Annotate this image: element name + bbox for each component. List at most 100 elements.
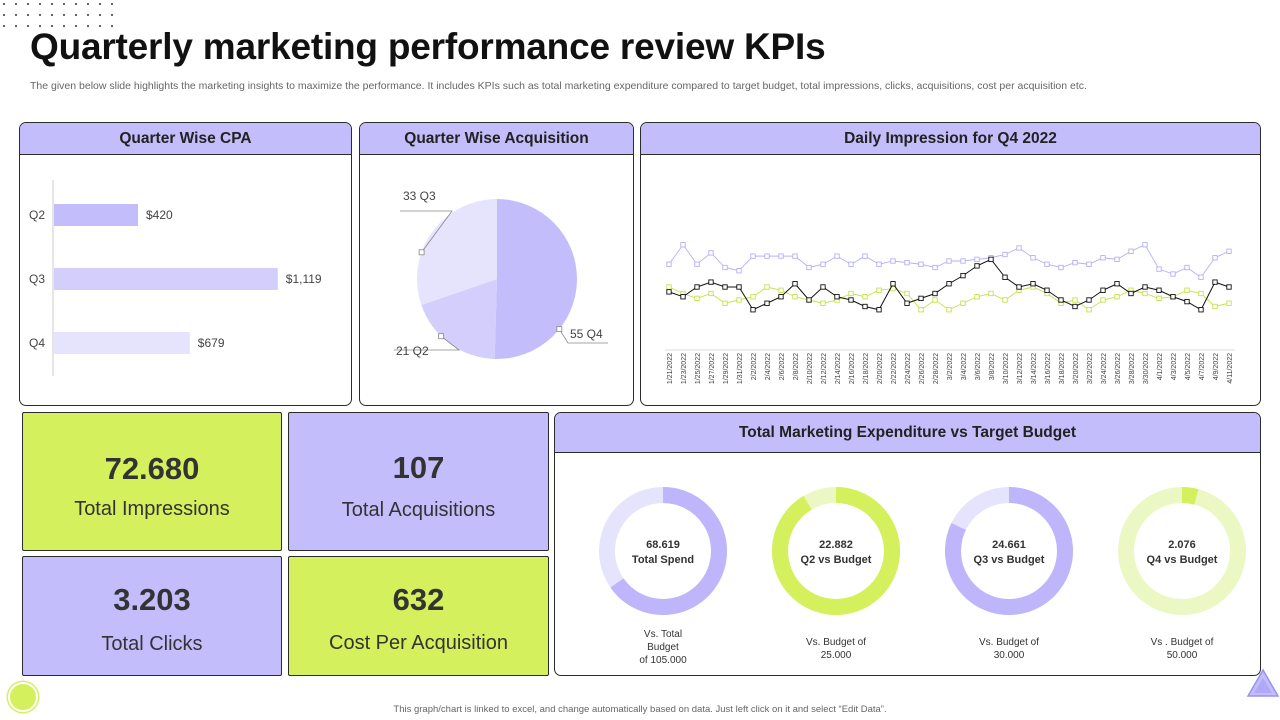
pie-leader-line <box>400 210 453 253</box>
line-point <box>1058 264 1064 271</box>
line-point <box>848 261 854 267</box>
line-x-tick-label: 1/21/2022 <box>667 353 674 384</box>
line-x-tick-label: 4/9/2022 <box>1213 353 1220 380</box>
pie-slice-label: 33 Q3 <box>403 189 436 203</box>
line-point <box>1170 271 1176 277</box>
donut-caption: Vs. Budget of <box>979 637 1039 648</box>
line-x-tick-label: 4/5/2022 <box>1185 353 1192 380</box>
line-point <box>750 307 756 313</box>
donut-value: 22.882 <box>819 539 853 551</box>
line-point <box>1114 294 1120 300</box>
line-x-tick-label: 4/7/2022 <box>1199 353 1206 380</box>
line-point <box>792 253 798 259</box>
line-point <box>1016 284 1022 290</box>
line-point <box>708 250 714 256</box>
donut-name: Q2 vs Budget <box>801 554 872 566</box>
cpa-value-label: $1,119 <box>286 272 322 286</box>
line-x-tick-label: 3/4/2022 <box>961 353 968 380</box>
line-point <box>862 303 868 310</box>
line-point <box>694 261 700 267</box>
line-point <box>1002 297 1008 303</box>
line-point <box>750 294 756 300</box>
line-point <box>1002 274 1008 280</box>
line-point <box>1184 264 1190 271</box>
acquisition-panel: Quarter Wise Acquisition 55 Q4 21 Q2 33 Q3 <box>359 122 634 406</box>
line-point <box>1128 290 1134 297</box>
line-point <box>1226 284 1232 290</box>
kpi-card-impressions: 72.680 Total Impressions <box>22 412 282 551</box>
line-point <box>820 261 826 267</box>
line-point <box>806 264 812 271</box>
line-x-tick-label: 2/12/2022 <box>821 353 828 384</box>
line-point <box>1100 297 1106 303</box>
pie-leader-marker <box>556 326 563 333</box>
line-point <box>680 242 686 248</box>
line-point <box>666 289 672 295</box>
budget-donut-charts[interactable]: 68.619 Total Spend Vs. Total Budget of 105.0… <box>555 453 1260 675</box>
line-point <box>1114 256 1120 263</box>
kpi-acquisitions-label: Total Acquisitions <box>341 499 496 521</box>
line-point <box>792 294 798 300</box>
line-point <box>1114 281 1120 287</box>
line-point <box>736 268 742 274</box>
line-point <box>666 284 672 290</box>
cpa-bar-chart[interactable]: Q2 $420 Q3 $1,119 Q4 $679 <box>20 155 351 405</box>
budget-panel: Total Marketing Expenditure vs Target Bu… <box>554 412 1261 676</box>
line-point <box>932 297 938 303</box>
donut-caption: 30.000 <box>994 650 1025 661</box>
line-x-tick-label: 2/6/2022 <box>779 353 786 380</box>
donut-value: 2.076 <box>1168 539 1196 551</box>
line-point <box>1002 251 1008 258</box>
line-point <box>708 290 714 297</box>
cpa-bar <box>54 204 138 226</box>
line-point <box>960 258 966 264</box>
line-point <box>1156 266 1162 272</box>
line-point <box>1226 300 1232 306</box>
line-point <box>904 259 910 266</box>
kpi-impressions-value: 72.680 <box>104 451 200 486</box>
line-point <box>848 297 854 303</box>
kpi-cpa-label: Cost Per Acquisition <box>329 632 508 654</box>
page-title: Quarterly marketing performance review K… <box>30 26 826 67</box>
line-point <box>1044 287 1050 293</box>
donut-caption: Budget <box>647 642 679 653</box>
line-point <box>1142 284 1148 290</box>
line-point <box>890 258 896 264</box>
line-point <box>1044 261 1050 267</box>
line-point <box>890 281 896 287</box>
line-point <box>946 307 952 313</box>
pie-leader-marker <box>438 333 444 340</box>
line-point <box>1184 298 1190 305</box>
line-x-tick-label: 3/22/2022 <box>1087 353 1094 384</box>
pie-slice <box>494 199 577 359</box>
impression-line-chart[interactable]: 1/21/2022 1/23/2022 1/25/2022 1/27/2022 1/29… <box>641 155 1260 405</box>
line-point <box>1086 261 1092 267</box>
acquisition-panel-title: Quarter Wise Acquisition <box>360 123 633 155</box>
donut-progress-arc <box>772 487 900 615</box>
acquisition-pie-chart[interactable]: 55 Q4 21 Q2 33 Q3 <box>360 155 633 405</box>
line-point <box>960 300 966 306</box>
line-point <box>806 297 812 303</box>
cpa-panel: Quarter Wise CPA Q2 $420 Q3 $1,119 Q4 $679 <box>19 122 352 406</box>
line-point <box>736 284 742 290</box>
line-point <box>834 253 840 259</box>
kpi-clicks-label: Total Clicks <box>101 633 203 655</box>
pie-leader-line <box>394 335 461 351</box>
kpi-clicks-value: 3.203 <box>113 582 191 617</box>
line-point <box>1030 255 1036 261</box>
line-point <box>1226 248 1232 254</box>
line-point <box>736 297 742 303</box>
line-point <box>1156 287 1162 293</box>
pie-leader-marker <box>418 249 425 256</box>
kpi-cpa-value: 632 <box>392 582 445 617</box>
line-x-tick-label: 1/31/2022 <box>737 353 744 384</box>
line-x-tick-label: 3/8/2022 <box>989 353 996 380</box>
line-x-tick-label: 2/10/2022 <box>807 353 814 384</box>
cpa-bar <box>54 332 190 354</box>
line-point <box>708 279 714 285</box>
donut-caption: Vs . Budget of <box>1151 637 1214 648</box>
line-point <box>1058 297 1064 303</box>
line-x-tick-label: 1/27/2022 <box>709 353 716 384</box>
donut-progress-arc <box>945 487 1073 615</box>
line-x-tick-label: 2/22/2022 <box>891 353 898 384</box>
